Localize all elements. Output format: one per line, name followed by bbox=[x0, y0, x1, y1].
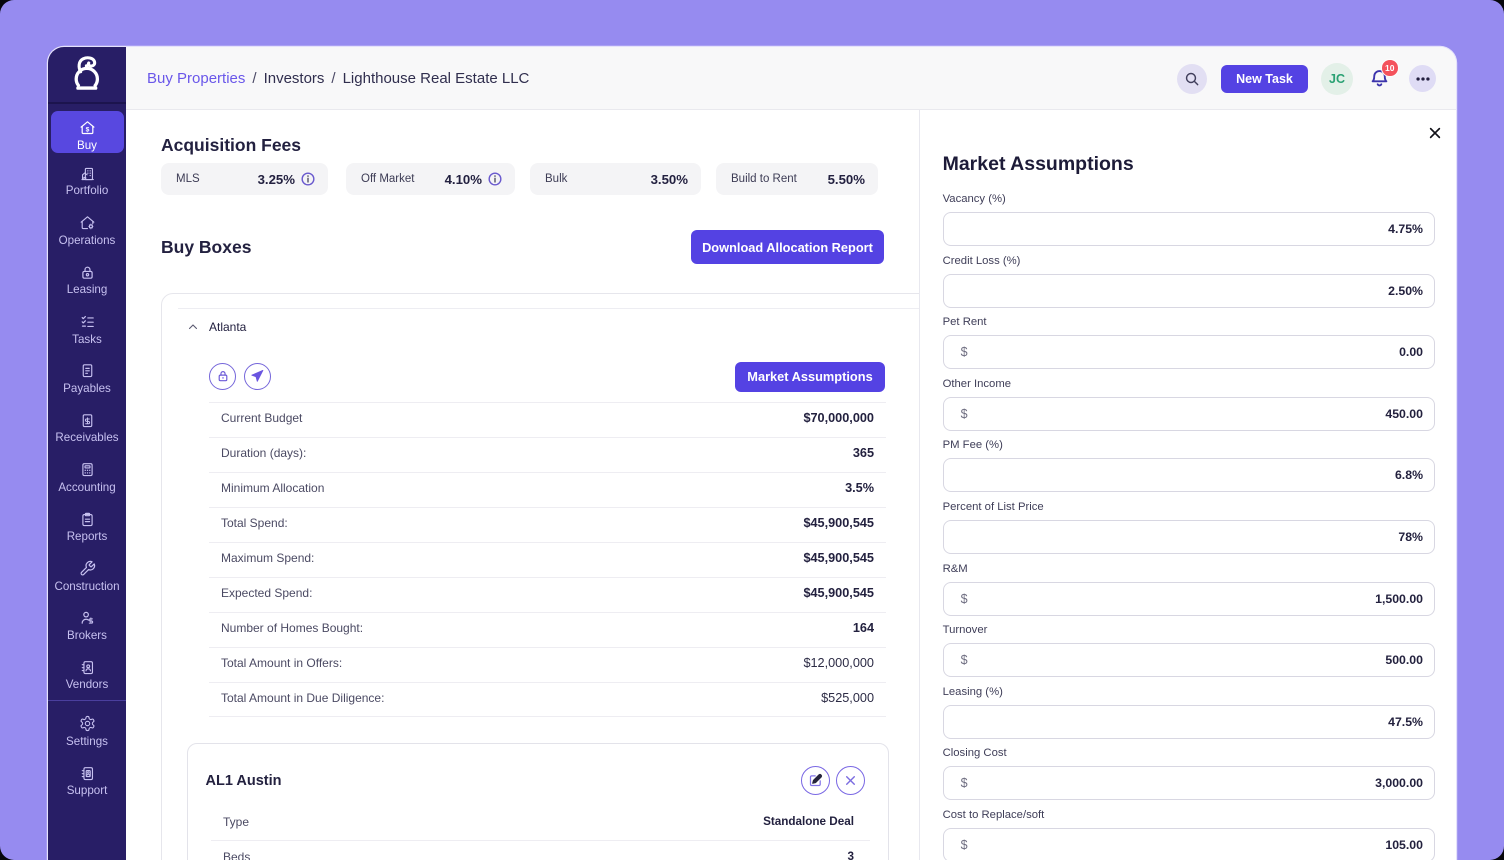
svg-text:$: $ bbox=[85, 126, 89, 133]
